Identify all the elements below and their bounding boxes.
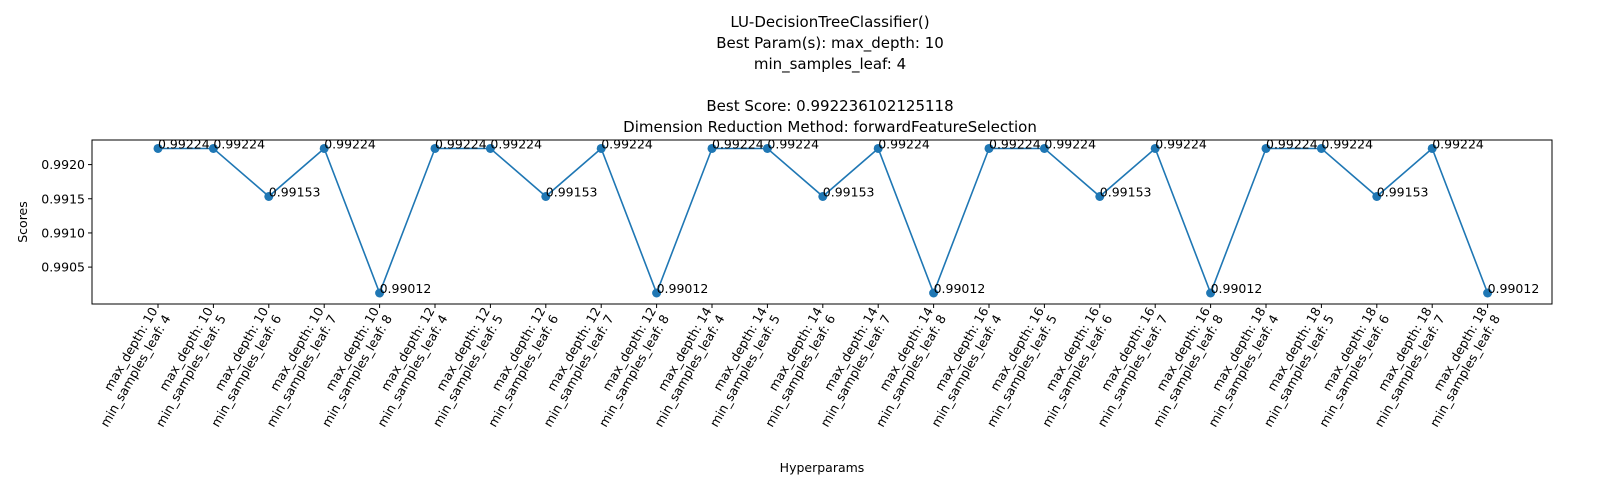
data-point [1316,143,1326,153]
chart-title-line: LU-DecisionTreeClassifier() [730,13,929,31]
x-axis-label: Hyperparams [780,460,865,475]
chart-title-line: Best Score: 0.992236102125118 [706,97,953,115]
data-label: 0.99224 [767,136,819,151]
data-point [929,288,939,298]
data-labels: 0.99224 0.992240.991530.992240.990120.992… [158,136,1539,296]
data-label: 0.99224 [1044,136,1096,151]
data-label: 0.99224 [213,136,265,151]
data-point [984,143,994,153]
chart-title: LU-DecisionTreeClassifier() Best Param(s… [623,13,1037,136]
data-point [762,143,772,153]
y-axis: 0.9905 0.9910 0.9915 0.9920 [41,157,92,275]
data-label: 0.99224 [1266,136,1318,151]
data-point [1483,288,1493,298]
chart-title-line: Best Param(s): max_depth: 10 [716,34,944,53]
data-point [541,191,551,201]
data-label: 0.99153 [546,184,598,199]
data-point [208,143,218,153]
data-label: 0.99012 [1488,281,1540,296]
y-tick-label: 0.9915 [41,191,85,206]
data-label: 0.99224 [324,136,376,151]
data-label: 0.99224 [601,136,653,151]
y-tick-label: 0.9905 [41,260,85,275]
data-point [1261,143,1271,153]
data-point [707,143,717,153]
data-point [873,143,883,153]
data-point [264,191,274,201]
data-label: 0.99224 [1432,136,1484,151]
data-label: 0.99012 [380,281,432,296]
data-point [430,143,440,153]
data-label: 0.99224 [712,136,764,151]
data-point [652,288,662,298]
series-path [158,147,1489,296]
data-point [1150,143,1160,153]
data-label: 0.99153 [269,184,321,199]
y-tick-label: 0.9910 [41,225,85,240]
data-label: 0.99153 [1377,184,1429,199]
data-point [596,143,606,153]
data-point [1039,143,1049,153]
data-label: 0.99153 [1100,184,1152,199]
data-label: 0.99224 [158,136,210,151]
y-axis-label: Scores [15,201,30,243]
data-label: 0.99224 [878,136,930,151]
data-label: 0.99224 [490,136,542,151]
data-label: 0.99224 [1155,136,1207,151]
data-point [1206,288,1216,298]
data-label: 0.99012 [934,281,986,296]
plot-area [91,139,1553,305]
chart-title-line: min_samples_leaf: 4 [754,55,906,74]
chart-title-line: Dimension Reduction Method: forwardFeatu… [623,118,1037,136]
data-point [818,191,828,201]
data-label: 0.99153 [823,184,875,199]
data-point [153,143,163,153]
data-point [1372,191,1382,201]
y-tick-label: 0.9920 [41,157,85,172]
data-point [375,288,385,298]
data-point [485,143,495,153]
data-label: 0.99224 [989,136,1041,151]
data-point [1427,143,1437,153]
data-label: 0.99012 [1211,281,1263,296]
data-label: 0.99012 [657,281,709,296]
data-label: 0.99224 [1321,136,1373,151]
data-point [1095,191,1105,201]
data-label: 0.99224 [435,136,487,151]
data-point [319,143,329,153]
series-line [153,143,1493,298]
